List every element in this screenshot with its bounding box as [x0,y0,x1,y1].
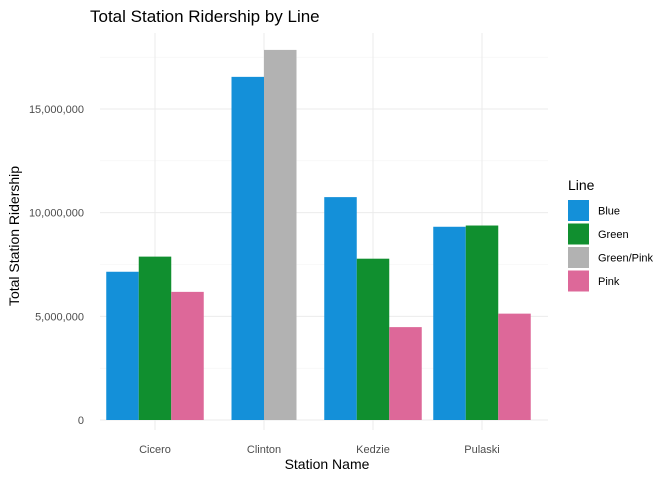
x-tick-label: Cicero [139,444,171,456]
legend-label: Green [598,229,629,241]
legend-label: Pink [598,276,620,288]
bar-clinton-green-pink [264,49,297,420]
y-axis-title: Total Station Ridership [6,166,22,306]
bar-cicero-pink [171,291,204,420]
x-axis-tick-labels: Cicero Clinton Kedzie Pulaski [139,444,500,456]
y-tick-label: 15,000,000 [29,104,84,116]
x-tick-label: Pulaski [464,444,499,456]
bar-pulaski-blue [433,226,466,420]
legend-key [568,247,589,268]
bar-cicero-blue [106,271,139,420]
chart-title: Total Station Ridership by Line [90,7,320,26]
legend-label: Green/Pink [598,253,654,265]
bars [106,49,531,420]
legend-key [568,223,589,245]
legend-label: Blue [598,206,620,218]
y-tick-label: 5,000,000 [35,311,84,323]
y-tick-label: 0 [78,415,84,427]
bar-cicero-green [138,256,172,420]
legend: Line Blue Green Green/Pink Pink [568,177,654,292]
legend-title: Line [568,177,595,193]
x-tick-label: Kedzie [356,444,390,456]
bar-pulaski-green [465,225,499,420]
x-axis-title: Station Name [285,456,370,472]
bar-kedzie-pink [389,327,422,420]
legend-key [568,270,589,292]
y-tick-label: 10,000,000 [29,208,84,220]
bar-clinton-blue [231,76,264,420]
x-tick-label: Clinton [247,444,281,456]
bar-kedzie-blue [324,197,357,420]
legend-key [568,200,589,221]
y-axis-tick-labels: 0 5,000,000 10,000,000 15,000,000 [29,104,84,427]
bar-pulaski-pink [498,313,531,420]
bar-kedzie-green [356,258,390,420]
